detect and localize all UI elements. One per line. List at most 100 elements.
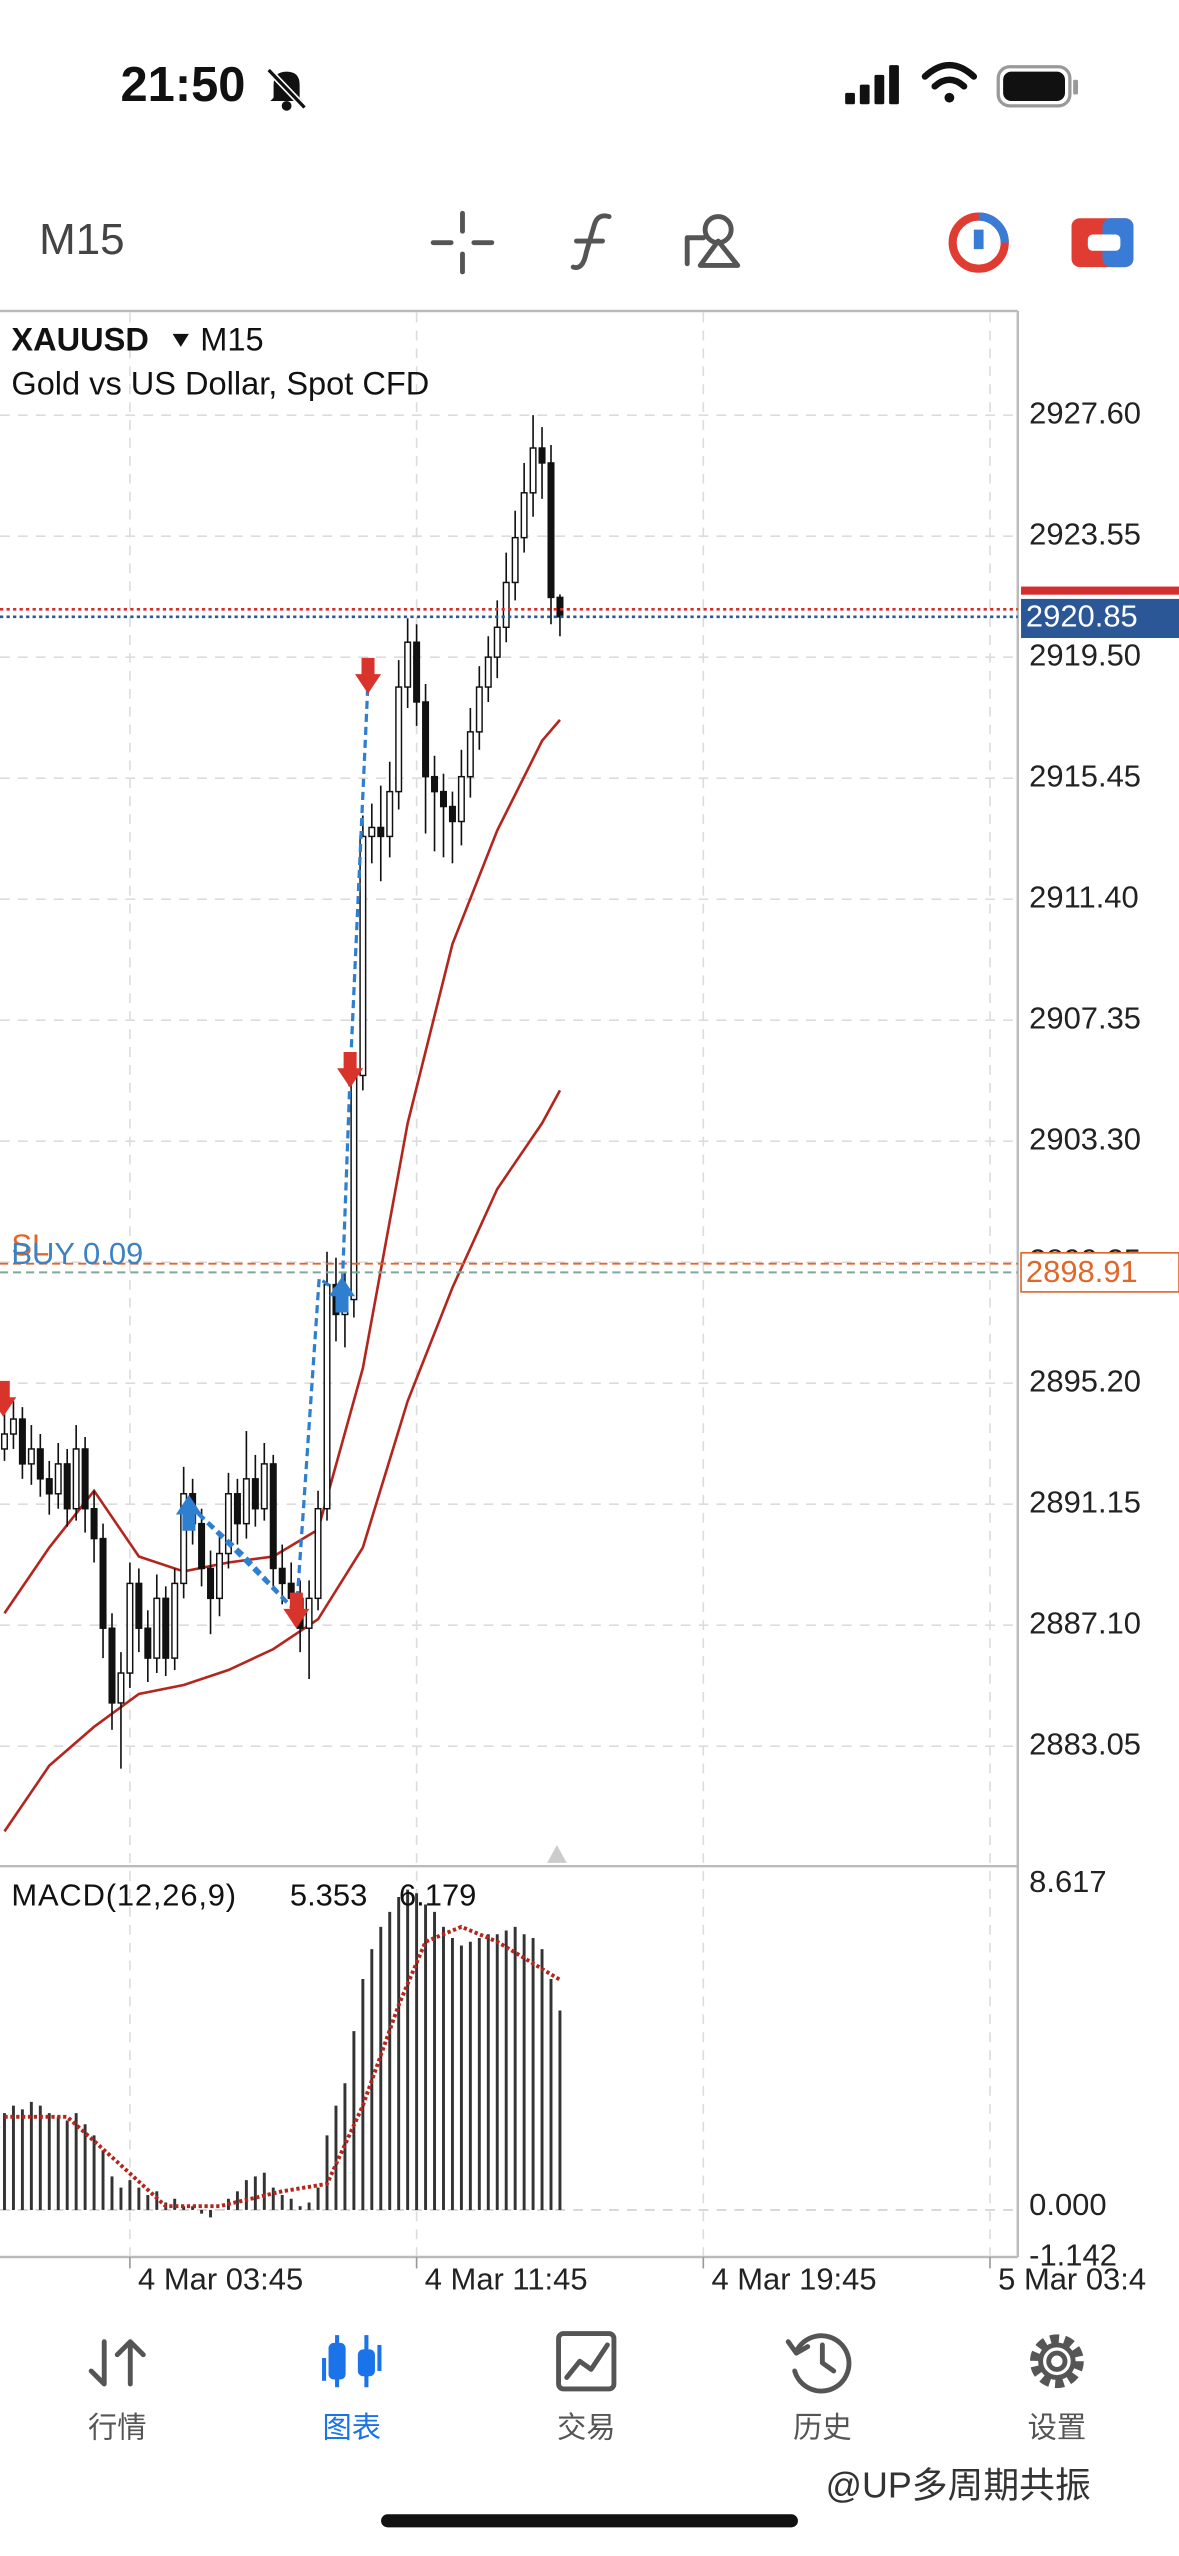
candle-body bbox=[502, 581, 510, 629]
candle-body bbox=[278, 1567, 286, 1585]
candle-body bbox=[466, 731, 474, 778]
band-line bbox=[3, 719, 561, 1615]
candle-body bbox=[413, 641, 421, 703]
tab-history[interactable]: 历史 bbox=[785, 2333, 852, 2445]
clock: 21:50 bbox=[121, 58, 246, 112]
bid-price-label: 2920.85 bbox=[1026, 599, 1138, 634]
candle-body bbox=[72, 1448, 80, 1510]
candle-body bbox=[457, 775, 465, 823]
candle-body bbox=[350, 1074, 358, 1301]
crosshair-button[interactable] bbox=[430, 210, 495, 275]
candle-body bbox=[162, 1597, 170, 1659]
candle-body bbox=[538, 447, 546, 464]
x-tick-label: 5 Mar 03:4 bbox=[998, 2262, 1146, 2297]
candle-body bbox=[556, 596, 564, 618]
candle-body bbox=[511, 536, 519, 584]
tab-label: 行情 bbox=[88, 2411, 147, 2444]
y-tick-label: 2919.50 bbox=[1029, 637, 1141, 672]
y-tick-label: 2891.15 bbox=[1029, 1484, 1141, 1519]
y-tick-label: 2883.05 bbox=[1029, 1726, 1141, 1761]
candle-body bbox=[36, 1448, 44, 1480]
candle-body bbox=[395, 686, 403, 793]
y-tick-label: 2927.60 bbox=[1029, 395, 1141, 430]
candle-body bbox=[54, 1463, 62, 1495]
candle-body bbox=[180, 1493, 188, 1585]
candle-body bbox=[126, 1582, 134, 1674]
candle-body bbox=[135, 1582, 143, 1629]
trade-history bbox=[0, 657, 382, 1629]
order-label: BUY 0.09 bbox=[11, 1236, 143, 1271]
candle-body bbox=[90, 1507, 98, 1540]
candle-body bbox=[117, 1672, 125, 1704]
symbol-description: Gold vs US Dollar, Spot CFD bbox=[11, 366, 429, 402]
sell-arrow bbox=[0, 1380, 17, 1417]
tab-quotes[interactable]: 行情 bbox=[88, 2339, 147, 2445]
candle-body bbox=[377, 826, 385, 838]
symbol-dropdown[interactable] bbox=[172, 333, 189, 347]
y-tick-label: -1.142 bbox=[1029, 2238, 1117, 2273]
tab-label: 图表 bbox=[322, 2411, 381, 2444]
candle-body bbox=[439, 790, 447, 808]
candle-body bbox=[242, 1478, 250, 1525]
candle-body bbox=[171, 1582, 179, 1659]
candle-body bbox=[368, 826, 376, 838]
candle-body bbox=[493, 626, 501, 658]
x-tick-label: 4 Mar 19:45 bbox=[711, 2262, 876, 2297]
tab-settings[interactable]: 设置 bbox=[1028, 2334, 1087, 2444]
tab-chart[interactable]: 图表 bbox=[322, 2335, 382, 2444]
signal-line bbox=[4, 1924, 561, 2209]
tab-label: 交易 bbox=[557, 2411, 616, 2444]
candle-body bbox=[27, 1448, 35, 1465]
candle-body bbox=[386, 790, 394, 838]
y-tick-label: 2903.30 bbox=[1029, 1121, 1141, 1156]
indicator-title: MACD(12,26,9) bbox=[11, 1877, 237, 1912]
y-tick-label: 2895.20 bbox=[1029, 1363, 1141, 1398]
chart-shift-marker bbox=[547, 1845, 567, 1863]
tab-trade[interactable]: 交易 bbox=[556, 2331, 617, 2445]
candle-body bbox=[547, 462, 555, 599]
timeframe-button[interactable]: M15 bbox=[39, 215, 125, 264]
ask-price-marker bbox=[1021, 586, 1179, 595]
indicators-button[interactable] bbox=[570, 213, 612, 270]
y-tick-label: 2923.55 bbox=[1029, 516, 1141, 551]
candle-body bbox=[269, 1463, 277, 1570]
candle-body bbox=[9, 1418, 17, 1435]
candle-body bbox=[233, 1493, 241, 1525]
candle-body bbox=[144, 1627, 152, 1659]
candle-body bbox=[314, 1507, 322, 1600]
candle-body bbox=[404, 641, 412, 688]
macd-value: 5.353 bbox=[290, 1877, 367, 1912]
buy-arrow bbox=[328, 1276, 356, 1313]
battery-icon bbox=[996, 65, 1079, 108]
one-click-button[interactable] bbox=[948, 212, 1009, 273]
order-price-box bbox=[1020, 1252, 1179, 1293]
x-tick-label: 4 Mar 11:45 bbox=[425, 2262, 588, 2297]
chart-timeframe: M15 bbox=[200, 322, 263, 358]
candle-body bbox=[475, 686, 483, 733]
bid-price-box bbox=[1021, 598, 1179, 638]
sell-arrow bbox=[355, 657, 382, 694]
candle-body bbox=[529, 447, 537, 494]
band-line bbox=[3, 1089, 562, 1833]
candle-body bbox=[81, 1448, 89, 1510]
objects-button[interactable] bbox=[684, 214, 741, 268]
candle-body bbox=[108, 1627, 116, 1704]
mute-icon bbox=[266, 67, 307, 111]
wifi-icon bbox=[921, 61, 978, 103]
candle-body bbox=[207, 1567, 215, 1600]
candle-body bbox=[215, 1552, 224, 1600]
home-indicator bbox=[381, 2514, 798, 2528]
tab-label: 设置 bbox=[1028, 2411, 1087, 2444]
y-tick-label: 2887.10 bbox=[1029, 1605, 1141, 1640]
signal-value: 6.179 bbox=[399, 1877, 476, 1912]
signal-icon bbox=[845, 65, 899, 105]
y-tick-label: 2915.45 bbox=[1029, 758, 1141, 793]
candle-body bbox=[99, 1537, 107, 1629]
candle-body bbox=[431, 775, 439, 793]
candle-body bbox=[45, 1478, 53, 1495]
trade-button[interactable] bbox=[1071, 218, 1134, 268]
candle-body bbox=[448, 805, 456, 823]
grid-layer bbox=[0, 312, 1018, 2256]
